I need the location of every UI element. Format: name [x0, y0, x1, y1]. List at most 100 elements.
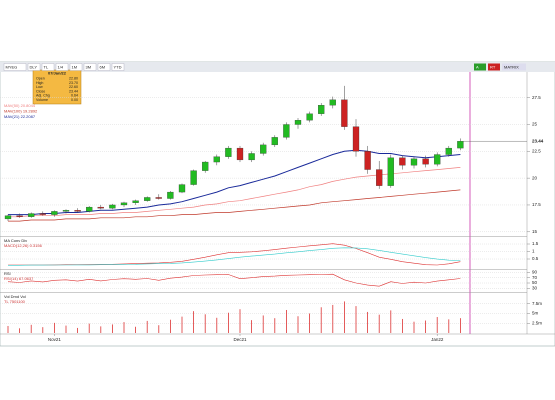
ma-legend: MAV(50) 20.8044: [4, 103, 36, 108]
candle-body: [352, 126, 360, 152]
candle-body: [51, 211, 58, 215]
candle-body: [318, 105, 325, 114]
candle-body: [213, 156, 220, 163]
volume-bar: [181, 316, 183, 333]
candle-body: [306, 113, 313, 121]
y-tick-label: 70: [532, 275, 538, 280]
pane-legend: MACD(12,26) 0.3156: [4, 243, 43, 248]
moving-average: [8, 167, 461, 218]
toolbar-label: DLY: [30, 64, 38, 69]
candle-body: [445, 147, 452, 155]
volume-bar: [355, 306, 357, 333]
candle-body: [376, 169, 383, 186]
y-tick-label: 17.5: [532, 202, 541, 207]
volume-bar: [54, 322, 55, 333]
toolbar-button[interactable]: [69, 63, 83, 71]
volume-bar: [344, 301, 345, 333]
candle-body: [387, 157, 394, 186]
candle-body: [364, 151, 371, 170]
info-label: Close: [36, 89, 45, 93]
info-label: Open: [36, 76, 45, 80]
y-tick-label: 27.5: [532, 95, 541, 100]
y-tick-label: 0.5: [532, 256, 539, 261]
volume-bar: [262, 315, 264, 333]
candle-body: [190, 170, 197, 185]
volume-bar: [146, 320, 148, 333]
info-label: Adj. Chg: [36, 94, 50, 98]
candle-body: [178, 184, 186, 193]
toolbar-button[interactable]: [55, 63, 69, 71]
candle-body: [271, 137, 278, 146]
toolbar-button[interactable]: [97, 63, 111, 71]
indicator-line: [8, 247, 461, 266]
volume-bar: [378, 314, 380, 333]
toolbar-button[interactable]: [111, 63, 125, 71]
volume-bar: [123, 322, 125, 333]
toolbar-button[interactable]: [83, 63, 97, 71]
volume-bar: [30, 324, 32, 333]
pane-legend: TL 7501100: [4, 299, 26, 304]
volume-bar: [332, 304, 334, 333]
candle-body: [294, 120, 302, 125]
y-tick-label: 20: [532, 175, 538, 180]
volume-bar: [193, 311, 194, 333]
toolbar-button[interactable]: [27, 63, 41, 71]
volume-bar: [228, 312, 229, 333]
volume-bar: [42, 327, 44, 333]
volume-bar: [65, 325, 67, 333]
info-value: 22.80: [69, 76, 78, 80]
volume-bar: [239, 309, 241, 333]
candle-body: [410, 158, 418, 166]
volume-bar: [425, 320, 426, 333]
volume-bar: [320, 307, 322, 333]
volume-bar: [286, 309, 287, 333]
candle-body: [202, 161, 209, 171]
candle-body: [62, 210, 70, 212]
info-box: [32, 69, 82, 105]
toolbar-label: TL: [44, 64, 49, 69]
toolbar-label: 3M: [86, 64, 92, 69]
candle-body: [225, 147, 232, 157]
candle-body: [341, 99, 348, 127]
candle-body: [39, 213, 46, 215]
toolbar-button[interactable]: [3, 63, 27, 71]
x-tick-label: Nov21: [48, 337, 62, 342]
volume-bar: [19, 328, 20, 333]
candle-body: [16, 215, 23, 217]
toolbar-label: 1/4: [58, 64, 64, 69]
candle-body: [86, 206, 93, 212]
volume-bar: [367, 311, 368, 333]
y-tick-label: 90: [532, 270, 538, 275]
volume-bar: [158, 325, 160, 333]
candle-body: [144, 197, 151, 201]
candle-body: [97, 206, 104, 209]
candle-body: [109, 204, 116, 209]
y-tick-label: 50: [532, 280, 538, 285]
toolbar-button[interactable]: [488, 63, 500, 71]
volume-bar: [309, 313, 310, 333]
info-value: 23.70: [69, 81, 78, 85]
toolbar-button[interactable]: [502, 63, 526, 71]
candle-body: [132, 200, 139, 203]
candle-body: [4, 215, 12, 220]
y-tick-label: 25: [532, 122, 538, 127]
volume-bar: [390, 310, 392, 333]
info-value: 0.00: [71, 98, 78, 102]
toolbar-label: YTD: [114, 64, 122, 69]
volume-bar: [448, 319, 450, 333]
candle-body: [457, 141, 464, 149]
info-label: Volume: [36, 98, 48, 102]
toolbar-button[interactable]: [474, 63, 486, 71]
y-tick-label: 7.5m: [532, 301, 542, 306]
toolbar-button[interactable]: [41, 63, 55, 71]
candle-body: [155, 197, 162, 199]
info-value: 23.44: [69, 89, 78, 93]
volume-bar: [170, 319, 171, 333]
volume-bar: [112, 324, 113, 333]
y-tick-label: 5m: [532, 311, 539, 316]
candle-body: [260, 144, 267, 154]
ma-legend: MAV(21) 22.2087: [4, 114, 36, 119]
y-tick-label: 22.5: [532, 149, 541, 154]
ma-legend: MAV(100) 19.2892: [4, 109, 38, 114]
